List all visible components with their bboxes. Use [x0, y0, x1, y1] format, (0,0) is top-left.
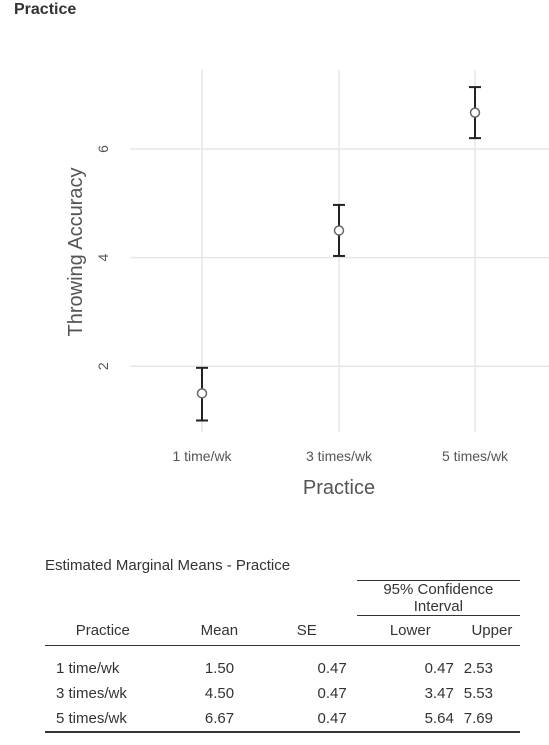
cell-lower: 0.47	[424, 660, 454, 677]
table-header-row: Practice Mean SE Lower Upper	[45, 615, 520, 646]
y-axis-title: Throwing Accuracy	[65, 168, 87, 337]
mean-point	[196, 388, 208, 399]
cell-practice: 3 times/wk	[56, 685, 127, 702]
cell-lower: 5.64	[356, 706, 464, 733]
x-axis-title: Practice	[303, 477, 375, 499]
cell-mean: 4.50	[204, 685, 235, 702]
cell-practice: 5 times/wk	[45, 706, 169, 733]
x-tick-label: 1 time/wk	[172, 448, 232, 464]
table-ci-header-row: 95% Confidence Interval	[45, 580, 520, 616]
ci-header: 95% Confidence Interval	[356, 580, 520, 616]
x-tick-label: 3 times/wk	[306, 448, 373, 464]
col-header-lower: Lower	[356, 615, 464, 646]
cell-lower: 3.47	[424, 685, 454, 702]
col-header-upper: Upper	[463, 615, 520, 646]
cell-se: 0.47	[317, 685, 347, 702]
table-row: 5 times/wk 6.67 0.47 5.64 7.69	[45, 706, 520, 733]
cell-upper: 7.69	[463, 706, 520, 733]
cell-se: 0.47	[317, 660, 347, 677]
error-bar-chart: 2 4 6 1 time/wk 3 times/wk 5 times/wk Practice…	[65, 70, 549, 499]
y-tick-label: 2	[95, 362, 111, 370]
cell-mean: 1.50	[204, 660, 235, 677]
cell-mean: 6.67	[168, 706, 245, 733]
cell-upper: 5.53	[463, 685, 493, 702]
section-title: Practice	[14, 1, 77, 18]
y-tick-label: 6	[95, 145, 111, 153]
cell-upper: 2.53	[463, 660, 493, 677]
table-title: Estimated Marginal Means - Practice	[45, 557, 291, 574]
mean-point	[469, 107, 481, 118]
marginal-means-table: 95% Confidence Interval Practice Mean SE…	[45, 580, 520, 733]
col-header-se: SE	[244, 615, 357, 646]
col-header-mean: Mean	[168, 615, 245, 646]
mean-point	[333, 225, 345, 236]
table-row: 1 time/wk 1.50 0.47 0.47 2.53	[45, 656, 520, 681]
col-header-practice: Practice	[45, 615, 169, 646]
table-row: 3 times/wk 4.50 0.47 3.47 5.53	[45, 681, 520, 706]
cell-practice: 1 time/wk	[56, 660, 120, 677]
y-tick-label: 4	[95, 253, 111, 261]
x-tick-label: 5 times/wk	[442, 448, 509, 464]
cell-se: 0.47	[244, 706, 357, 733]
